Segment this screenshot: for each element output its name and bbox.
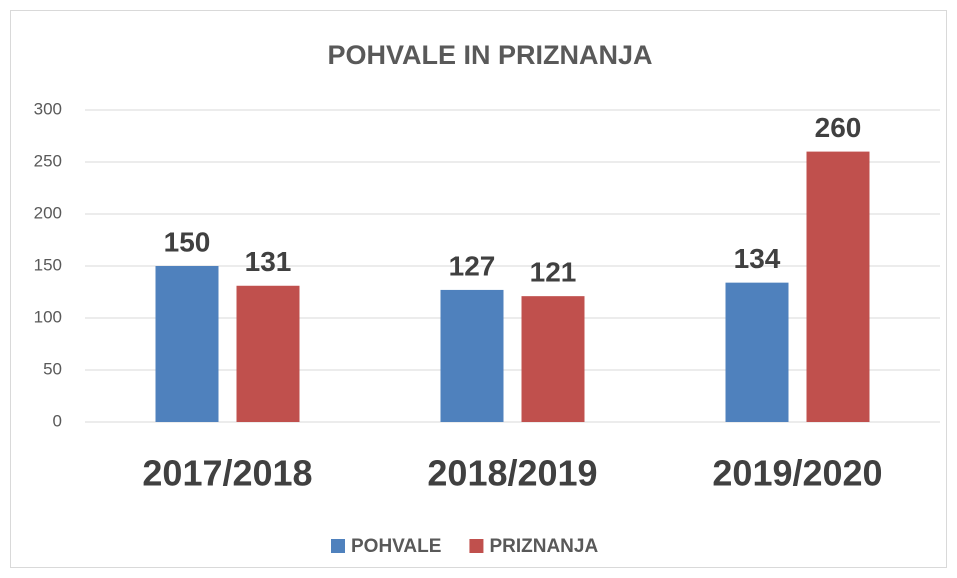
y-tick-label: 250: [34, 151, 62, 170]
data-label: 121: [530, 257, 577, 288]
chart-title: POHVALE IN PRIZNANJA: [327, 40, 652, 70]
y-tick-label: 50: [43, 359, 62, 378]
legend-swatch: [331, 539, 345, 553]
y-tick-label: 100: [34, 307, 62, 326]
data-label: 127: [449, 250, 496, 281]
legend-label: PRIZNANJA: [489, 536, 598, 557]
x-tick-label: 2018/2019: [427, 453, 597, 494]
data-label: 260: [815, 112, 862, 143]
data-label: 150: [164, 226, 211, 257]
bar: [155, 266, 219, 422]
y-tick-label: 200: [34, 203, 62, 222]
bar: [725, 282, 789, 422]
y-tick-label: 0: [53, 411, 62, 430]
y-tick-label: 300: [34, 99, 62, 118]
data-label: 131: [245, 246, 292, 277]
x-tick-label: 2017/2018: [142, 453, 312, 494]
legend-swatch: [469, 539, 484, 553]
x-tick-label: 2019/2020: [712, 453, 882, 494]
bar: [236, 285, 300, 422]
bar: [521, 296, 585, 422]
legend-label: POHVALE: [351, 536, 441, 557]
data-label: 134: [734, 243, 781, 274]
bar: [806, 151, 870, 422]
bar: [440, 289, 504, 422]
y-tick-label: 150: [34, 255, 62, 274]
